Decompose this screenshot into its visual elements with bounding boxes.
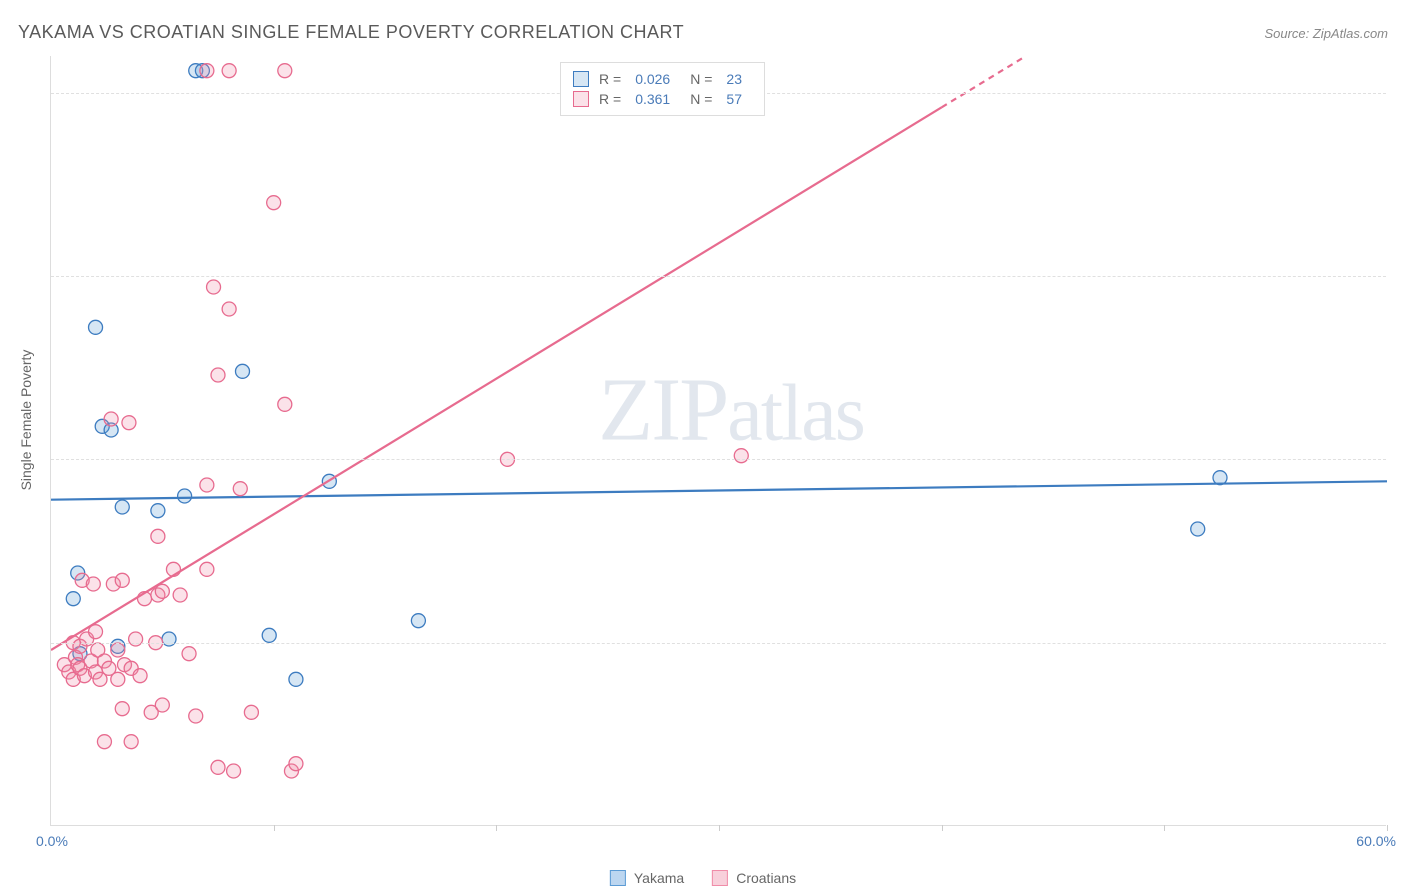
data-point	[222, 302, 236, 316]
legend-n-label: N =	[690, 91, 712, 107]
data-point	[411, 614, 425, 628]
data-point	[129, 632, 143, 646]
data-point	[235, 364, 249, 378]
data-point	[262, 628, 276, 642]
data-point	[133, 669, 147, 683]
legend-swatch	[573, 71, 589, 87]
data-point	[155, 698, 169, 712]
gridline	[51, 643, 1386, 644]
data-point	[734, 449, 748, 463]
gridline	[51, 459, 1386, 460]
legend-n-value: 23	[726, 71, 742, 87]
x-tick-mark	[942, 825, 943, 831]
legend-label: Yakama	[634, 870, 684, 886]
legend-swatch	[573, 91, 589, 107]
data-point	[182, 647, 196, 661]
data-point	[151, 529, 165, 543]
y-tick-label: 25.0%	[1396, 635, 1406, 651]
source-label: Source: ZipAtlas.com	[1264, 26, 1388, 41]
data-point	[289, 672, 303, 686]
y-tick-label: 75.0%	[1396, 268, 1406, 284]
data-point	[162, 632, 176, 646]
data-point	[115, 702, 129, 716]
data-point	[115, 573, 129, 587]
x-tick-mark	[274, 825, 275, 831]
data-point	[267, 196, 281, 210]
data-point	[233, 482, 247, 496]
chart-plot-area: 25.0%50.0%75.0%100.0%0.0%60.0%	[50, 56, 1386, 826]
data-point	[97, 735, 111, 749]
data-point	[211, 760, 225, 774]
data-point	[227, 764, 241, 778]
data-point	[111, 672, 125, 686]
data-point	[278, 397, 292, 411]
legend-swatch	[610, 870, 626, 886]
trend-line	[51, 107, 942, 650]
legend-swatch	[712, 870, 728, 886]
legend-n-label: N =	[690, 71, 712, 87]
data-point	[122, 416, 136, 430]
legend-row: R = 0.361 N = 57	[573, 89, 752, 109]
legend-label: Croatians	[736, 870, 796, 886]
y-tick-label: 100.0%	[1396, 85, 1406, 101]
data-point	[178, 489, 192, 503]
data-point	[111, 643, 125, 657]
data-point	[222, 64, 236, 78]
legend-r-label: R =	[599, 91, 621, 107]
data-point	[173, 588, 187, 602]
data-point	[278, 64, 292, 78]
data-point	[115, 500, 129, 514]
data-point	[200, 64, 214, 78]
data-point	[1191, 522, 1205, 536]
data-point	[89, 320, 103, 334]
data-point	[244, 705, 258, 719]
data-point	[207, 280, 221, 294]
data-point	[200, 478, 214, 492]
x-tick-mark	[719, 825, 720, 831]
chart-title: YAKAMA VS CROATIAN SINGLE FEMALE POVERTY…	[18, 22, 684, 43]
trend-line	[51, 481, 1387, 499]
data-point	[211, 368, 225, 382]
data-point	[289, 757, 303, 771]
y-tick-label: 50.0%	[1396, 451, 1406, 467]
x-tick-mark	[1387, 825, 1388, 831]
legend-r-value: 0.361	[635, 91, 670, 107]
data-point	[189, 709, 203, 723]
correlation-legend: R = 0.026 N = 23 R = 0.361 N = 57	[560, 62, 765, 116]
gridline	[51, 276, 1386, 277]
legend-row: R = 0.026 N = 23	[573, 69, 752, 89]
data-point	[66, 592, 80, 606]
series-legend: Yakama Croatians	[610, 870, 796, 886]
legend-r-label: R =	[599, 71, 621, 87]
x-tick-mark	[1164, 825, 1165, 831]
data-point	[200, 562, 214, 576]
x-tick-label: 60.0%	[1356, 833, 1396, 849]
trend-line-dashed	[942, 56, 1026, 107]
data-point	[104, 412, 118, 426]
x-tick-mark	[496, 825, 497, 831]
data-point	[86, 577, 100, 591]
data-point	[151, 504, 165, 518]
legend-item: Croatians	[712, 870, 796, 886]
data-point	[124, 735, 138, 749]
x-tick-label: 0.0%	[36, 833, 68, 849]
legend-r-value: 0.026	[635, 71, 670, 87]
legend-n-value: 57	[726, 91, 742, 107]
scatter-plot-svg	[51, 56, 1387, 826]
legend-item: Yakama	[610, 870, 684, 886]
y-axis-label: Single Female Poverty	[18, 350, 34, 491]
